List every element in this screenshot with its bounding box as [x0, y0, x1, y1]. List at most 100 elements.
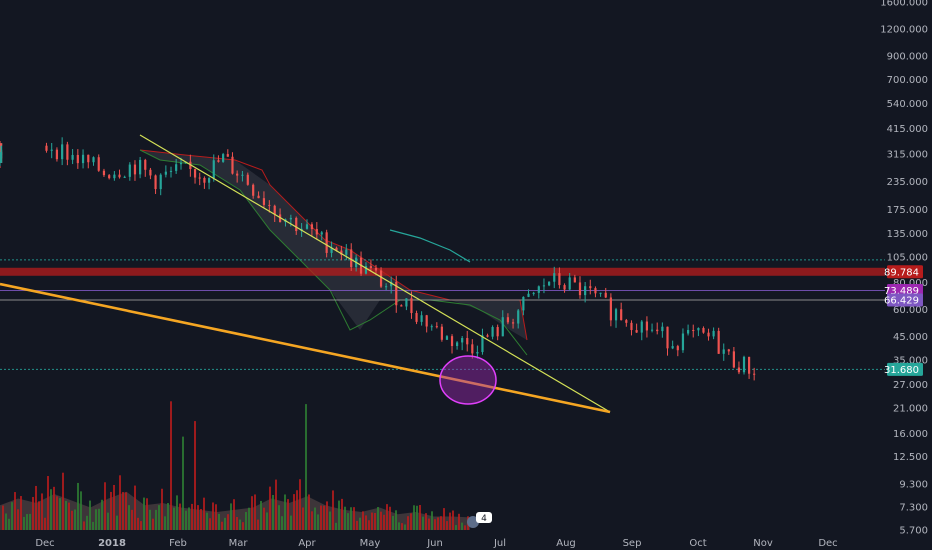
volume-bar — [71, 510, 73, 530]
volume-bar — [332, 490, 334, 530]
price-tag-box — [887, 293, 923, 307]
volume-bar — [404, 524, 406, 530]
candle-body — [522, 296, 525, 311]
price-tag-label: 89.784 — [884, 267, 919, 278]
candle-body — [212, 160, 215, 179]
volume-bar — [29, 513, 31, 530]
candle-body — [532, 292, 535, 294]
time-axis[interactable]: Dec 2018 Feb Mar Apr May Jun Jul Aug Sep Oct Nov Dec — [35, 538, 837, 549]
volume-bar — [251, 496, 253, 530]
volume-bar — [137, 517, 139, 530]
volume-bar — [8, 518, 10, 530]
volume-bar — [161, 488, 163, 530]
price-axis-label: 27.000 — [893, 380, 928, 391]
candle-body — [71, 154, 74, 160]
candle-body — [0, 151, 3, 159]
ichimoku-cloud — [140, 150, 527, 340]
volume-bar — [17, 509, 19, 530]
candle-body — [415, 313, 418, 322]
volume-bar — [236, 517, 238, 530]
candle-body — [315, 229, 318, 235]
price-candles — [0, 137, 756, 381]
volume-bar — [113, 484, 115, 530]
candle-body — [128, 164, 131, 177]
candle-body — [203, 177, 206, 183]
candle-body — [50, 149, 53, 151]
volume-bar — [296, 490, 298, 530]
volume-bar — [86, 515, 88, 530]
descending-resistance-trendline[interactable] — [139, 134, 611, 413]
candle-body — [198, 177, 201, 179]
volume-bar — [353, 507, 355, 530]
volume-bar — [188, 507, 190, 530]
price-axis-label: 415.000 — [887, 124, 928, 135]
candle-body — [257, 195, 260, 199]
descending-support-trendline[interactable] — [0, 282, 611, 414]
candle-body — [222, 154, 225, 162]
candle-body — [727, 349, 730, 352]
volume-bar — [272, 495, 274, 530]
volume-bar — [461, 522, 463, 530]
price-axis-label: 540.000 — [887, 99, 928, 110]
candle-body — [537, 286, 540, 293]
candle-body — [511, 322, 515, 324]
volume-bar — [140, 521, 142, 530]
candle-body — [76, 154, 79, 164]
volume-bars — [0, 401, 470, 530]
volume-bar — [398, 522, 400, 530]
badge-box — [476, 512, 492, 523]
candle-body — [589, 286, 592, 289]
candle-body — [108, 175, 111, 179]
price-tag-label: 31.680 — [884, 365, 919, 376]
candle-body — [461, 338, 464, 343]
candle-body — [144, 159, 147, 170]
candle-body — [635, 330, 638, 333]
candle-body — [410, 298, 413, 314]
volume-bar — [173, 507, 175, 530]
volume-bar — [125, 492, 127, 530]
price-axis-label: 700.000 — [887, 75, 928, 86]
candle-body — [640, 321, 643, 333]
candle-body — [527, 293, 530, 297]
volume-bar — [407, 516, 409, 530]
volume-bar — [278, 505, 280, 530]
volume-bar — [338, 500, 340, 530]
volume-bar — [212, 502, 214, 530]
price-tag-label: 66.429 — [884, 295, 919, 306]
candle-body — [430, 326, 433, 328]
time-axis-label: Feb — [169, 538, 187, 549]
candle-body — [496, 327, 499, 337]
candle-body — [405, 298, 408, 307]
candle-body — [123, 176, 126, 178]
price-axis-label: 1600.000 — [880, 0, 928, 9]
price-axis-label: 135.000 — [887, 229, 928, 240]
volume-bar — [68, 502, 70, 530]
volume-bar — [248, 507, 250, 530]
candle-body — [330, 247, 333, 253]
volume-bar — [362, 511, 364, 530]
time-axis-label: Mar — [229, 538, 249, 549]
candle-body — [207, 178, 211, 183]
volume-bar — [329, 511, 331, 530]
candle-body — [491, 327, 494, 337]
candle-body — [671, 346, 674, 349]
volume-bar — [122, 492, 124, 530]
volume-bar — [209, 518, 211, 530]
volume-bar — [446, 521, 448, 530]
highlight-ellipse[interactable] — [439, 355, 497, 405]
candle-body — [310, 224, 314, 230]
volume-bar — [359, 517, 361, 530]
candle-body — [614, 309, 618, 321]
volume-bar — [386, 504, 388, 530]
candle-body — [340, 250, 343, 255]
candle-body — [374, 267, 378, 271]
candle-body — [692, 330, 695, 332]
volume-bar — [320, 505, 322, 530]
volume-bar — [356, 520, 358, 530]
event-badge[interactable]: 4 — [467, 512, 492, 528]
volume-bar — [227, 514, 229, 530]
candle-body — [45, 145, 48, 151]
volume-bar — [206, 512, 208, 530]
